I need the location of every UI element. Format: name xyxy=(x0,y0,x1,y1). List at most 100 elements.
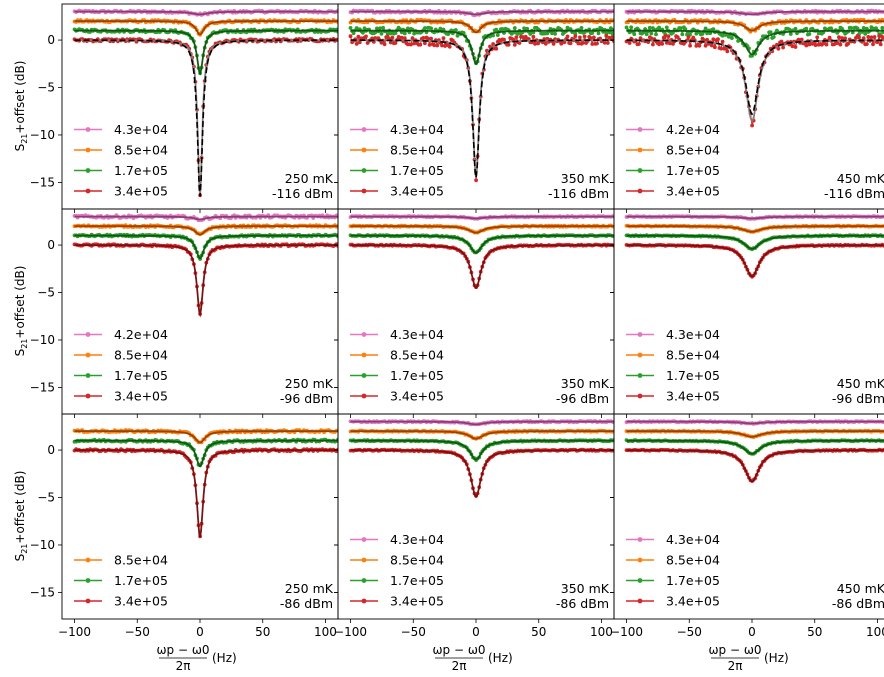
legend-marker xyxy=(361,168,367,173)
legend-label: 1.7e+05 xyxy=(114,368,168,383)
legend-marker xyxy=(637,147,643,153)
plot-area xyxy=(624,214,884,279)
legend-marker xyxy=(637,393,643,399)
legend-label: 8.5e+04 xyxy=(666,143,720,158)
legend-marker xyxy=(85,168,91,173)
plot-area xyxy=(72,8,338,198)
legend-label: 3.4e+05 xyxy=(666,389,720,404)
fit-line xyxy=(350,234,614,254)
panel-grid: 0−5−10−154.3e+048.5e+041.7e+053.4e+05250… xyxy=(30,3,884,639)
legend-marker xyxy=(361,188,367,194)
legend-marker xyxy=(637,188,643,194)
legend: 4.3e+04 8.5e+04 1.7e+05 3.4e+05 xyxy=(626,327,720,404)
legend: 4.3e+048.5e+041.7e+053.4e+05 xyxy=(74,122,168,199)
legend-label: 3.4e+05 xyxy=(666,184,720,199)
legend-marker xyxy=(85,127,91,132)
series-orange xyxy=(624,17,884,34)
fit-line xyxy=(350,10,614,16)
legend-marker xyxy=(361,352,367,358)
legend-marker xyxy=(85,578,91,583)
series-orange xyxy=(72,18,338,37)
series-green xyxy=(624,233,884,252)
fit-line xyxy=(74,215,338,221)
series-pink xyxy=(72,213,338,223)
series-orange xyxy=(348,223,614,235)
series-green xyxy=(348,25,614,66)
model-dashed-line xyxy=(626,39,884,116)
panel-2-1: −100 −50 0 50 1004.3e+048.5e+041.7e+053.4e+0… xyxy=(334,413,615,639)
series-pink xyxy=(624,8,884,17)
legend-marker xyxy=(637,373,643,378)
legend-marker xyxy=(85,557,91,563)
series-green xyxy=(624,25,884,58)
fit-line xyxy=(74,430,338,444)
power-label: -96 dBm xyxy=(556,391,609,406)
y-tick-label: 0 xyxy=(47,238,55,252)
fit-line xyxy=(74,10,338,16)
series-green xyxy=(72,437,338,468)
legend-marker xyxy=(361,393,367,399)
temperature-label: 250 mK xyxy=(285,376,334,391)
legend-label: 1.7e+05 xyxy=(666,368,720,383)
series-red xyxy=(624,242,884,279)
temperature-label: 250 mK xyxy=(285,171,334,186)
legend-marker xyxy=(637,127,643,132)
plot-area xyxy=(348,419,614,498)
fit-line xyxy=(626,20,884,32)
legend-marker xyxy=(85,147,91,153)
model-dashed-line xyxy=(350,39,614,178)
plot-area xyxy=(348,8,614,183)
legend-label: 4.3e+04 xyxy=(114,122,168,137)
legend: 4.2e+048.5e+041.7e+053.4e+05 xyxy=(626,122,720,199)
plot-area xyxy=(348,214,614,290)
series-pink xyxy=(72,8,338,17)
series-line xyxy=(626,25,884,57)
legend-marker xyxy=(637,352,643,358)
series-red xyxy=(348,242,614,290)
data-point xyxy=(348,34,353,39)
legend-marker xyxy=(85,188,91,194)
legend-label: 8.5e+04 xyxy=(114,553,168,568)
plot-area xyxy=(72,213,338,318)
legend-marker xyxy=(361,127,367,132)
series-orange xyxy=(72,428,338,445)
plot-area xyxy=(624,8,884,128)
fit-line xyxy=(74,234,338,260)
x-tick-label: 0 xyxy=(196,625,204,639)
y-tick-label: −15 xyxy=(30,380,55,394)
legend-marker xyxy=(637,168,643,173)
panel-1-0: 0−5−10−154.2e+048.5e+041.7e+053.4e+05250… xyxy=(30,208,339,418)
fit-line xyxy=(626,215,884,220)
plot-area xyxy=(72,428,338,539)
legend-marker xyxy=(637,332,643,337)
series-green xyxy=(72,232,338,261)
x-tick-label: −100 xyxy=(58,625,91,639)
legend-label: 8.5e+04 xyxy=(390,348,444,363)
legend: 4.3e+048.5e+041.7e+053.4e+05 xyxy=(350,327,444,404)
fit-line xyxy=(350,215,614,220)
legend-label: 3.4e+05 xyxy=(114,389,168,404)
legend-label: 4.3e+04 xyxy=(390,122,444,137)
series-red xyxy=(624,34,884,128)
legend-label: 3.4e+05 xyxy=(390,184,444,199)
fit-line xyxy=(350,244,614,290)
legend-label: 8.5e+04 xyxy=(666,348,720,363)
fit-line xyxy=(74,225,338,236)
power-label: -96 dBm xyxy=(280,391,333,406)
series-orange xyxy=(624,223,884,234)
series-pink xyxy=(348,419,614,427)
legend-label: 1.7e+05 xyxy=(390,368,444,383)
legend-label: 4.3e+04 xyxy=(666,327,720,342)
fit-line xyxy=(74,449,338,538)
legend-label: 8.5e+04 xyxy=(114,348,168,363)
panel-0-0: 0−5−10−154.3e+048.5e+041.7e+053.4e+05250… xyxy=(30,3,339,213)
temperature-label: 450 mK xyxy=(837,171,884,186)
y-tick-label: −5 xyxy=(37,81,55,95)
temperature-label: 450 mK xyxy=(837,376,884,391)
legend-label: 8.5e+04 xyxy=(390,143,444,158)
series-line xyxy=(74,243,338,315)
